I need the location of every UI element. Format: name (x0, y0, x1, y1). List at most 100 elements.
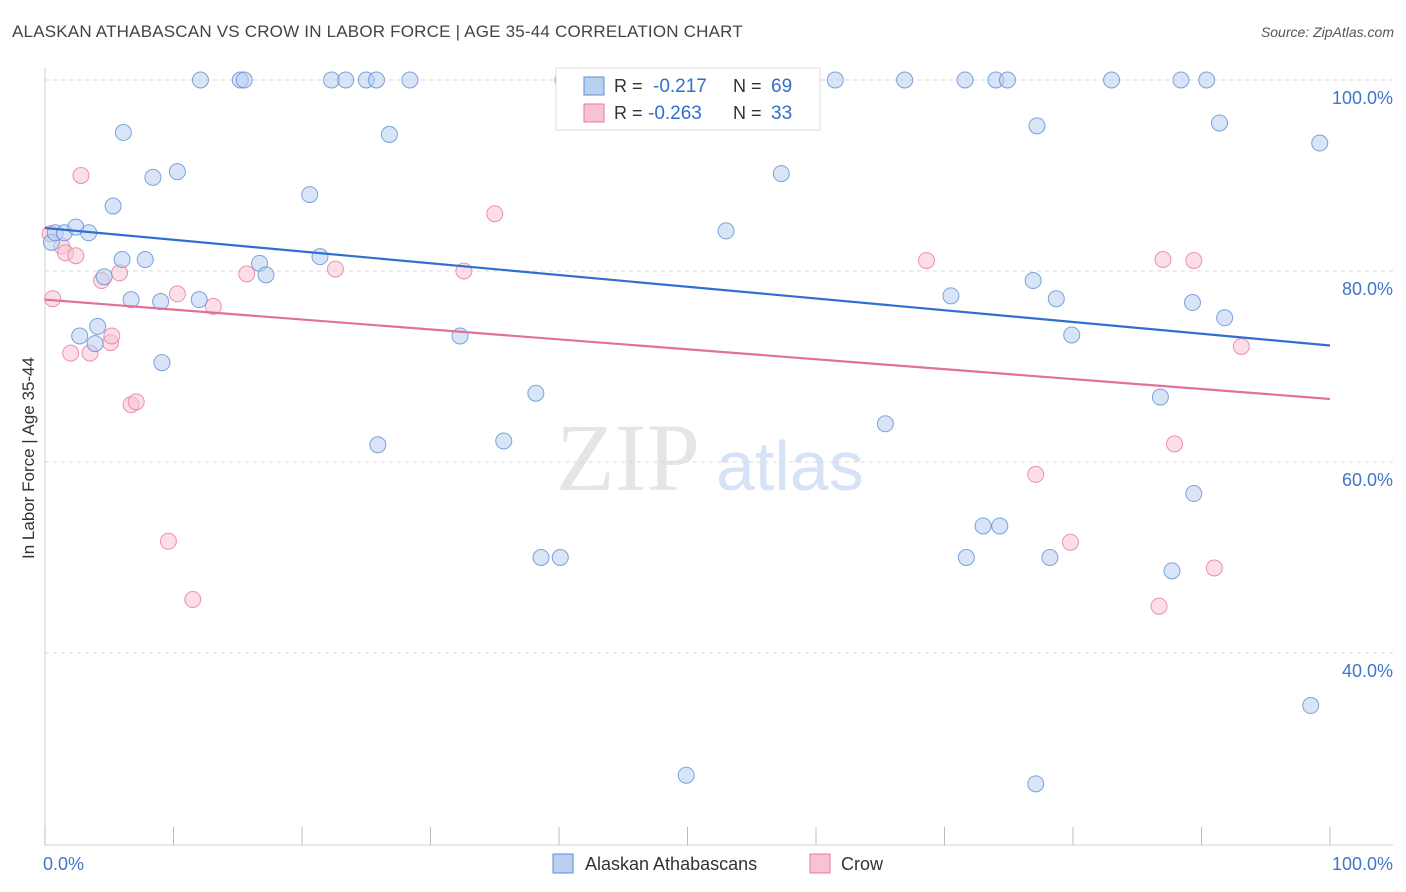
series-alaskan-athabascans (42, 71, 1329, 793)
alaskan-athabascan-point-17 (168, 163, 186, 181)
legend-series-pink-swatch (809, 853, 831, 874)
series-crow (41, 71, 1250, 615)
alaskan-athabascan-point-27 (337, 71, 355, 89)
alaskan-athabascan-point-7 (89, 317, 107, 335)
alaskan-athabascan-point-66 (1302, 697, 1320, 715)
legend-blue-r-label: R = (614, 76, 643, 96)
crow-point-16 (184, 591, 202, 609)
crow-point-32 (1232, 337, 1250, 355)
crow-point-25 (1027, 465, 1045, 483)
alaskan-athabascan-point-57 (1103, 71, 1121, 89)
alaskan-athabascan-point-45 (956, 71, 974, 89)
alaskan-athabascan-point-30 (369, 436, 387, 454)
alaskan-athabascan-point-58 (1151, 388, 1169, 406)
crow-point-31 (1205, 559, 1223, 577)
alaskan-athabascan-point-9 (104, 197, 122, 215)
alaskan-athabascan-point-29 (368, 71, 386, 89)
source-label: Source: ZipAtlas.com (1260, 24, 1394, 40)
crow-point-17 (204, 297, 222, 315)
alaskan-athabascan-point-12 (122, 291, 140, 309)
crow-point-6 (72, 167, 90, 184)
alaskan-athabascan-point-35 (527, 384, 545, 402)
y-tick-label-2: 60.0% (1342, 470, 1393, 490)
crow-point-30 (1185, 251, 1203, 269)
crow-point-21 (486, 205, 504, 223)
alaskan-athabascan-point-42 (876, 415, 894, 433)
legend-blue-n-value: 69 (771, 76, 792, 97)
y-tick-labels: 100.0% 80.0% 60.0% 40.0% (1332, 88, 1393, 681)
alaskan-athabascan-point-38 (677, 766, 695, 784)
y-tick-label-3: 40.0% (1342, 661, 1393, 681)
alaskan-athabascan-point-10 (113, 251, 131, 269)
axes (44, 68, 1393, 846)
crow-point-19 (326, 260, 344, 278)
x-tick-label-left: 0.0% (43, 854, 84, 874)
crow-point-26 (1061, 533, 1079, 551)
legend-blue-n-label: N = (733, 76, 762, 96)
x-tick-label-right: 100.0% (1332, 854, 1393, 874)
alaskan-athabascan-point-32 (401, 71, 419, 89)
alaskan-athabascan-point-61 (1184, 294, 1202, 312)
trend-lines (44, 226, 1331, 401)
alaskan-athabascan-point-54 (1041, 549, 1059, 566)
alaskan-athabascan-point-16 (153, 354, 171, 372)
alaskan-athabascan-point-36 (532, 549, 550, 566)
alaskan-athabascan-point-19 (191, 71, 209, 89)
watermark-atlas: atlas (716, 427, 864, 505)
alaskan-athabascan-point-46 (957, 549, 975, 566)
alaskan-athabascan-point-8 (95, 268, 113, 286)
alaskan-athabascan-point-21 (235, 71, 253, 89)
alaskan-athabascan-point-37 (551, 549, 569, 566)
alaskan-athabascan-point-43 (896, 71, 914, 89)
alaskan-athabascan-point-53 (1027, 775, 1045, 793)
crow-point-18 (238, 265, 256, 283)
legend-pink-n-label: N = (733, 103, 762, 123)
alaskan-athabascan-point-13 (136, 251, 154, 269)
alaskan-athabascan-point-18 (190, 291, 208, 309)
alaskan-athabascan-point-60 (1172, 71, 1190, 89)
alaskan-athabascan-point-52 (1028, 117, 1046, 135)
chart-title: ALASKAN ATHABASCAN VS CROW IN LABOR FORC… (12, 22, 743, 41)
alaskan-athabascan-point-59 (1163, 562, 1181, 580)
legend-blue-swatch (583, 76, 605, 96)
alaskan-athabascan-point-40 (772, 165, 790, 183)
alaskan-athabascan-point-65 (1216, 309, 1234, 327)
alaskan-athabascan-point-62 (1185, 485, 1203, 503)
alaskan-athabascan-point-44 (942, 287, 960, 305)
alaskan-athabascan-point-39 (717, 222, 735, 240)
crow-point-29 (1166, 435, 1184, 453)
alaskan-athabascan-point-41 (826, 71, 844, 89)
alaskan-athabascan-point-23 (257, 266, 275, 284)
alaskan-athabascan-point-5 (71, 327, 89, 345)
alaskan-athabascan-point-24 (301, 186, 319, 204)
crow-trend-line (44, 298, 1331, 401)
alaskan-athabascan-point-64 (1210, 114, 1228, 132)
alaskan-athabascan-point-14 (144, 168, 162, 186)
alaskan-athabascan-point-26 (323, 71, 341, 89)
alaskan-athabascan-point-55 (1047, 290, 1065, 308)
alaskan-athabascan-point-67 (1311, 134, 1329, 152)
legend-series-blue-swatch (552, 853, 574, 874)
crow-point-27 (1150, 597, 1168, 615)
crow-point-4 (62, 344, 80, 362)
watermark-zip: ZIP (556, 404, 700, 511)
crow-point-15 (168, 285, 186, 303)
legend-blue-r-value: -0.217 (653, 76, 707, 97)
alaskan-athabascan-point-49 (991, 517, 1009, 535)
crow-point-24 (918, 251, 936, 269)
alaskan-athabascan-point-34 (495, 432, 513, 450)
crow-point-14 (159, 532, 177, 550)
alaskan-athabascan-point-63 (1198, 71, 1216, 89)
crow-point-10 (103, 327, 121, 345)
legend-pink-r-value: -0.263 (648, 103, 702, 124)
alaskan-athabascan-point-56 (1063, 326, 1081, 344)
y-tick-label-0: 100.0% (1332, 88, 1393, 108)
legend-series-pink-label: Crow (841, 854, 884, 874)
legend-stats: R = -0.217 N = 69 R = -0.263 N = 33 (555, 67, 821, 131)
crow-point-13 (127, 393, 145, 411)
legend-pink-n-value: 33 (771, 103, 792, 124)
alaskan-athabascan-point-25 (311, 248, 329, 266)
alaskan-athabascan-point-31 (380, 125, 398, 143)
y-tick-label-1: 80.0% (1342, 279, 1393, 299)
grid-lines (45, 79, 1393, 654)
